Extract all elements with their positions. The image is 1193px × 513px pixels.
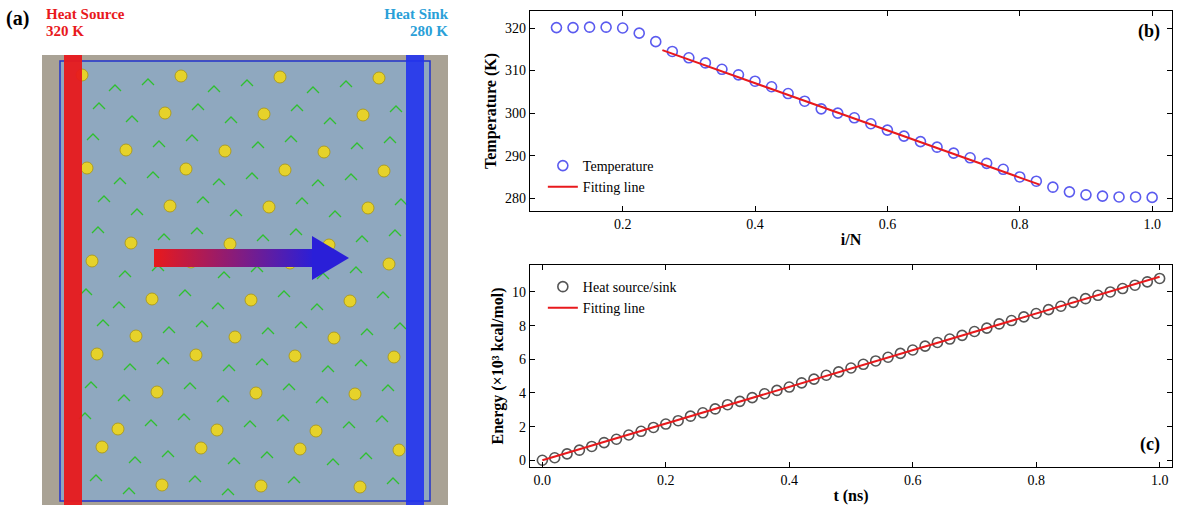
svg-text:0.4: 0.4 bbox=[746, 217, 764, 232]
svg-text:4: 4 bbox=[519, 386, 526, 401]
svg-text:1.0: 1.0 bbox=[1151, 473, 1169, 488]
svg-text:0.6: 0.6 bbox=[904, 473, 922, 488]
svg-text:0.0: 0.0 bbox=[534, 473, 552, 488]
svg-text:0.8: 0.8 bbox=[1011, 217, 1029, 232]
svg-text:2: 2 bbox=[519, 420, 526, 435]
svg-text:320: 320 bbox=[505, 21, 526, 36]
svg-text:280: 280 bbox=[505, 191, 526, 206]
svg-text:Fitting line: Fitting line bbox=[583, 301, 645, 316]
svg-text:10: 10 bbox=[512, 285, 526, 300]
svg-text:(a): (a) bbox=[6, 7, 29, 30]
svg-text:Energy (×10³ kcal/mol): Energy (×10³ kcal/mol) bbox=[489, 287, 507, 444]
svg-text:Fitting line: Fitting line bbox=[583, 180, 645, 195]
svg-text:6: 6 bbox=[519, 352, 526, 367]
svg-text:0.4: 0.4 bbox=[781, 473, 799, 488]
svg-text:280 K: 280 K bbox=[410, 23, 448, 39]
svg-text:320 K: 320 K bbox=[46, 23, 84, 39]
svg-text:Heat Source: Heat Source bbox=[46, 6, 125, 22]
svg-text:0.2: 0.2 bbox=[657, 473, 675, 488]
svg-text:300: 300 bbox=[505, 106, 526, 121]
svg-text:0.8: 0.8 bbox=[1027, 473, 1045, 488]
svg-text:i/N: i/N bbox=[841, 231, 862, 248]
svg-text:290: 290 bbox=[505, 149, 526, 164]
svg-text:0.6: 0.6 bbox=[879, 217, 897, 232]
svg-text:310: 310 bbox=[505, 63, 526, 78]
svg-text:Temperature: Temperature bbox=[583, 159, 654, 174]
svg-text:t (ns): t (ns) bbox=[833, 487, 868, 505]
svg-text:Temperature (K): Temperature (K) bbox=[482, 53, 500, 169]
svg-text:0.2: 0.2 bbox=[614, 217, 632, 232]
svg-text:(c): (c) bbox=[1140, 434, 1160, 455]
svg-text:1.0: 1.0 bbox=[1143, 217, 1161, 232]
svg-text:Heat source/sink: Heat source/sink bbox=[583, 280, 677, 295]
svg-text:0: 0 bbox=[519, 453, 526, 468]
svg-text:8: 8 bbox=[519, 319, 526, 334]
svg-text:Heat Sink: Heat Sink bbox=[384, 6, 448, 22]
svg-text:(b): (b) bbox=[1138, 21, 1160, 42]
